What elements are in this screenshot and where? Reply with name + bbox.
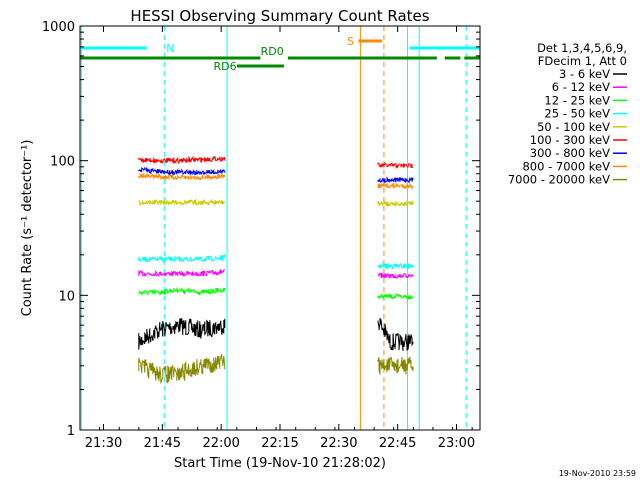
time-markers [80,26,467,430]
chart-title: HESSI Observing Summary Count Rates [130,7,429,25]
series-3-segment-1 [377,262,414,271]
legend-label-4: 50 - 100 keV [537,120,610,134]
flag-label-s: S [347,35,354,48]
series-0-segment-1 [377,317,414,351]
series-1-segment-0 [138,268,225,278]
series-5-segment-0 [138,155,226,165]
flag-bars: N S RD0 RD6 [80,35,480,73]
series-5-segment-1 [377,161,414,169]
y-tick-label-3: 1000 [42,20,75,35]
legend-label-2: 12 - 25 keV [544,93,610,107]
series-6-segment-1 [377,176,414,184]
y-tick-label-1: 10 [58,289,75,304]
series-4-segment-1 [377,199,414,207]
series-4-segment-0 [138,198,226,207]
legend-label-3: 25 - 50 keV [544,107,610,121]
flag-label-n: N [166,42,174,55]
x-tick-label-2: 22:00 [202,436,239,451]
x-tick-label-0: 21:30 [85,436,122,451]
series-0-segment-0 [138,318,226,350]
footer-date: 19-Nov-2010 23:59 [559,469,636,478]
legend-label-8: 7000 - 20000 keV [508,173,610,187]
x-tick-label-5: 22:45 [379,436,416,451]
legend-header-1: FDecim 1, Att 0 [538,54,627,68]
series-1-segment-1 [377,272,414,280]
legend-label-5: 100 - 300 keV [530,133,610,147]
x-tick-label-3: 22:15 [261,436,298,451]
flag-label-rd0: RD0 [261,45,284,58]
legend-label-1: 6 - 12 keV [552,80,610,94]
axes: 21:30 21:45 22:00 22:15 22:30 22:45 23:00 1 10 10… [42,20,480,451]
legend-label-6: 300 - 800 keV [530,146,610,160]
series-7-segment-0 [138,171,226,181]
series-8-segment-1 [377,356,414,375]
legend-header-0: Det 1,3,4,5,6,9, [537,41,627,55]
flag-label-rd6: RD6 [214,60,237,73]
y-tick-label-2: 100 [50,155,75,170]
legend: Det 1,3,4,5,6,9,FDecim 1, Att 03 - 6 keV… [508,41,627,187]
y-axis-title: Count Rate (s⁻¹ detector⁻¹) [20,140,35,317]
series-7-segment-1 [377,182,414,191]
series-3-segment-0 [138,254,226,263]
legend-label-0: 3 - 6 keV [559,67,610,81]
x-tick-label-6: 23:00 [438,436,475,451]
y-tick-label-0: 1 [67,424,75,439]
x-tick-label-1: 21:45 [144,436,181,451]
series-2-segment-0 [138,286,226,296]
x-tick-label-4: 22:30 [320,436,357,451]
series-8-segment-0 [138,354,226,385]
series-2-segment-1 [377,293,414,301]
data-series [138,155,414,385]
legend-label-7: 800 - 7000 keV [522,159,610,173]
series-6-segment-0 [138,166,226,176]
x-axis-title: Start Time (19-Nov-10 21:28:02) [174,456,386,471]
